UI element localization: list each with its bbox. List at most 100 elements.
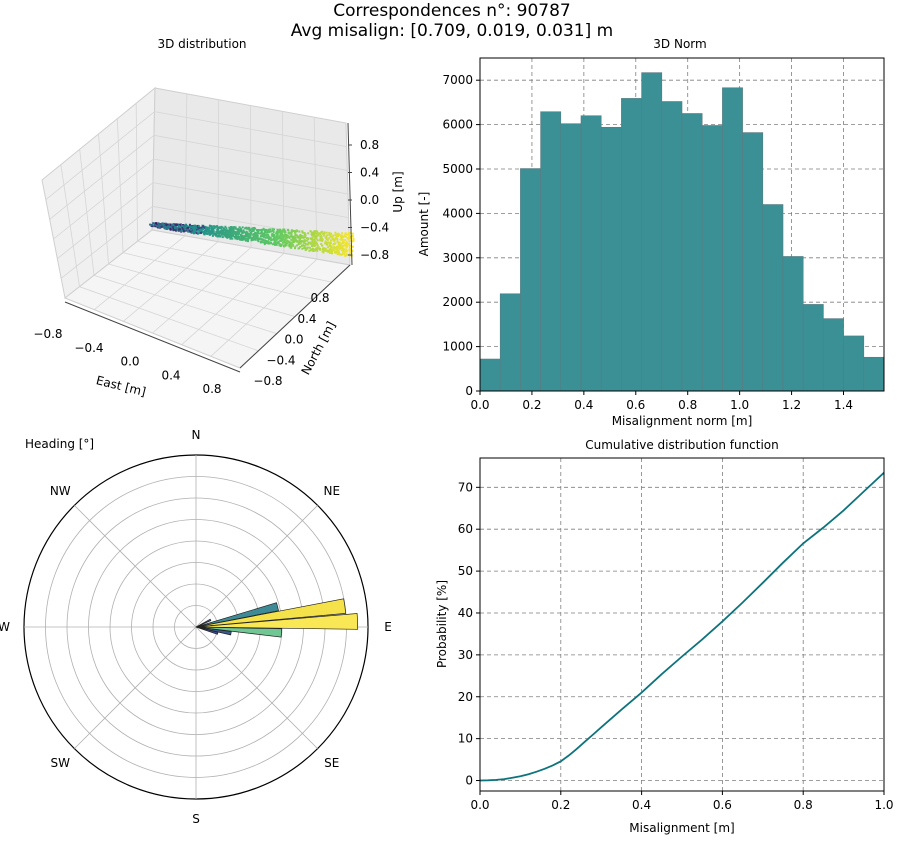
polar-bars <box>195 598 359 638</box>
scatter3d-point-814 <box>330 246 333 249</box>
scatter3d-point-1165 <box>240 228 242 231</box>
scatter3d-point-733 <box>258 237 260 240</box>
scatter3d-point-377 <box>181 226 184 229</box>
scatter3d-point-1293 <box>340 246 343 249</box>
scatter3d-point-612 <box>322 232 324 235</box>
scatter3d-point-1166 <box>309 242 312 245</box>
scatter3d-point-1315 <box>330 232 333 235</box>
scatter3d-point-576 <box>214 232 216 235</box>
scatter3d-ztick-0: 0.8 <box>360 138 379 152</box>
scatter3d-point-352 <box>252 228 254 231</box>
scatter3d-point-1025 <box>313 233 315 236</box>
scatter3d-point-209 <box>184 229 187 232</box>
scatter3d-point-1356 <box>244 227 247 230</box>
scatter3d-point-1191 <box>273 237 276 240</box>
scatter3d-point-1188 <box>151 223 153 226</box>
scatter3d-point-535 <box>331 248 334 251</box>
scatter3d-point-1051 <box>252 238 255 241</box>
scatter3d-point-169 <box>344 254 347 257</box>
scatter3d-point-1242 <box>250 237 253 240</box>
scatter3d-point-1390 <box>159 224 162 227</box>
scatter3d-point-1388 <box>210 226 213 229</box>
scatter3d-point-1397 <box>149 223 152 226</box>
scatter3d-point-1078 <box>299 242 302 245</box>
scatter3d-point-1301 <box>273 239 276 242</box>
scatter3d-point-796 <box>293 230 296 233</box>
scatter3d-point-1395 <box>267 242 270 245</box>
scatter3d-point-1318 <box>263 243 266 246</box>
scatter3d-point-640 <box>257 240 260 243</box>
scatter3d-point-617 <box>247 233 250 236</box>
scatter3d-point-1180 <box>331 237 334 240</box>
scatter3d-grid-z-4 <box>57 182 349 259</box>
scatter3d-point-1337 <box>197 232 200 235</box>
scatter3d-point-277 <box>254 231 257 234</box>
histogram-panel: 3D Norm 0.0 0.2 0.4 0.6 0.8 1.0 1.2 1.4 0 1000 200… <box>417 37 885 428</box>
scatter3d-point-696 <box>326 241 329 244</box>
scatter3d-point-226 <box>337 253 340 256</box>
histogram-bar-12 <box>722 87 743 392</box>
scatter3d-point-785 <box>210 232 213 235</box>
scatter3d-point-1259 <box>154 224 157 227</box>
scatter3d-point-1230 <box>276 233 279 236</box>
scatter3d-point-338 <box>333 242 336 245</box>
polar-direction-W: W <box>0 620 10 634</box>
scatter3d-point-608 <box>313 249 316 252</box>
scatter3d-point-1079 <box>332 234 335 237</box>
scatter3d-point-1267 <box>276 232 279 235</box>
scatter3d-point-1249 <box>166 224 169 227</box>
scatter3d-point-6 <box>311 240 314 243</box>
scatter3d-point-1206 <box>176 228 179 231</box>
scatter3d-point-1055 <box>230 236 233 239</box>
scatter3d-point-1170 <box>326 234 329 237</box>
scatter3d-point-1222 <box>336 253 339 256</box>
scatter3d-point-73 <box>337 234 340 236</box>
scatter3d-point-675 <box>238 226 241 229</box>
cdf-xtick-label-2: 0.4 <box>632 798 651 812</box>
histogram-bar-15 <box>782 256 804 392</box>
cdf-title: Cumulative distribution function <box>585 438 779 452</box>
scatter3d-point-1365 <box>254 235 257 238</box>
scatter3d-point-1153 <box>328 243 331 245</box>
scatter3d-zlabel: Up [m] <box>391 171 405 212</box>
scatter3d-point-1131 <box>202 232 205 235</box>
cdf-ytick-label-3: 30 <box>458 648 473 662</box>
scatter3d-point-1311 <box>234 233 237 236</box>
scatter3d-point-1118 <box>329 251 331 254</box>
scatter3d-point-1006 <box>200 231 202 234</box>
scatter3d-point-293 <box>267 234 270 236</box>
scatter3d-point-907 <box>176 226 179 229</box>
histogram-bar-8 <box>641 72 663 392</box>
scatter3d-point-929 <box>218 230 220 233</box>
scatter3d-point-1241 <box>197 229 200 232</box>
scatter3d-point-1111 <box>263 235 265 238</box>
scatter3d-point-607 <box>295 230 297 233</box>
scatter3d-point-1072 <box>297 236 299 239</box>
scatter3d-point-1125 <box>210 225 213 228</box>
scatter3d-point-1003 <box>180 229 183 232</box>
scatter3d-point-874 <box>291 236 294 239</box>
histogram-ytick-label-7: 7000 <box>442 73 473 87</box>
scatter3d-point-519 <box>290 245 293 248</box>
scatter3d-point-1099 <box>237 236 240 239</box>
scatter3d-point-1074 <box>245 231 248 234</box>
scatter3d-point-1190 <box>170 227 173 230</box>
scatter3d-point-974 <box>267 237 270 239</box>
scatter3d-point-1176 <box>280 231 283 234</box>
scatter3d-point-135 <box>308 249 311 252</box>
scatter3d-point-1137 <box>264 239 266 242</box>
scatter3d-point-1261 <box>204 231 206 234</box>
scatter3d-point-1381 <box>167 225 169 228</box>
scatter3d-point-1368 <box>274 243 277 246</box>
scatter3d-point-486 <box>223 227 225 230</box>
scatter3d-point-592 <box>225 227 228 230</box>
scatter3d-point-176 <box>291 229 294 232</box>
scatter3d-point-803 <box>305 243 308 246</box>
scatter3d-point-1320 <box>229 231 232 234</box>
scatter3d-point-305 <box>318 247 321 250</box>
scatter3d-point-1005 <box>332 248 335 251</box>
polar-bar-0 <box>195 602 279 628</box>
scatter3d-point-887 <box>248 227 250 230</box>
scatter3d-point-375 <box>321 230 324 233</box>
scatter3d-point-1043 <box>167 227 170 230</box>
